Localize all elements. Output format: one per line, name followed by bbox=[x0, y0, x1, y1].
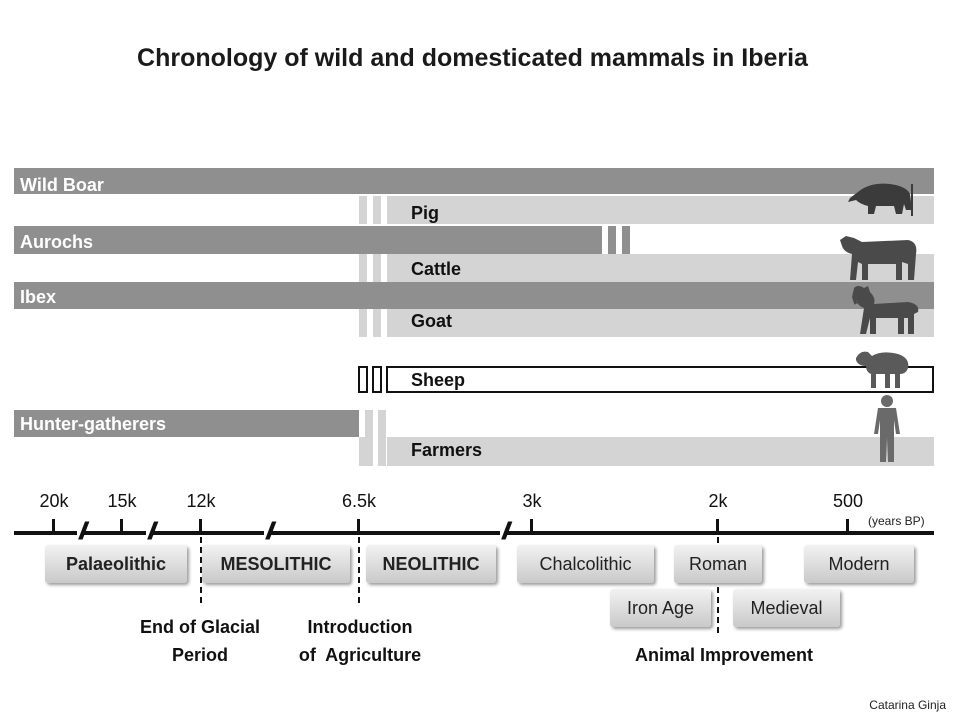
period-neolithic: NEOLITHIC bbox=[366, 545, 496, 583]
aurochs-gap-bar bbox=[622, 226, 630, 254]
cattle-band bbox=[387, 254, 934, 282]
tick-3k bbox=[530, 519, 533, 533]
aurochs-gap-bar bbox=[608, 226, 616, 254]
pig-gap-bar bbox=[359, 196, 367, 224]
tick-15k bbox=[120, 519, 123, 533]
pig-gap-bar bbox=[373, 196, 381, 224]
period-chalcolithic: Chalcolithic bbox=[517, 545, 654, 583]
end-glacial-marker bbox=[200, 537, 202, 603]
farmers-label: Farmers bbox=[411, 440, 483, 460]
tick-20k bbox=[52, 519, 55, 533]
farmers-gap-bar bbox=[365, 410, 373, 466]
farmers-band bbox=[387, 437, 934, 466]
wild-boar-label: Wild Boar bbox=[20, 175, 104, 195]
period-roman: Roman bbox=[674, 545, 762, 583]
cattle-gap-bar bbox=[359, 254, 367, 282]
ibex-band bbox=[14, 282, 934, 309]
ibex-label: Ibex bbox=[20, 287, 57, 307]
tick-label-2k: 2k bbox=[708, 491, 728, 511]
tick-label-20k: 20k bbox=[39, 491, 69, 511]
caption-agriculture: Introduction of Agriculture bbox=[298, 617, 422, 665]
sheep-label: Sheep bbox=[411, 370, 466, 390]
tick-label-12k: 12k bbox=[186, 491, 216, 511]
period-mesolithic: MESOLITHIC bbox=[202, 545, 350, 583]
axis-break-mark: // bbox=[77, 518, 88, 545]
pig-label: Pig bbox=[411, 203, 440, 223]
hunter-gatherers-label: Hunter-gatherers bbox=[20, 414, 167, 434]
tick-label-6.5k: 6.5k bbox=[341, 491, 377, 511]
tick-500 bbox=[846, 519, 849, 533]
goat-icon bbox=[852, 286, 919, 334]
axis-break-mark: // bbox=[500, 518, 511, 545]
tick-2k bbox=[716, 519, 719, 533]
credit-text: Catarina Ginja bbox=[869, 698, 946, 712]
farmers-gap-bar bbox=[359, 437, 365, 466]
wild-boar-band bbox=[14, 168, 934, 194]
farmers-gap-bar bbox=[378, 410, 386, 466]
goat-label: Goat bbox=[411, 311, 453, 331]
axis-break-mark: // bbox=[264, 518, 275, 545]
axis-unit-label: (years BP) bbox=[868, 514, 925, 528]
animal-improvement-marker bbox=[717, 537, 719, 633]
tick-label-15k: 15k bbox=[107, 491, 137, 511]
cattle-label: Cattle bbox=[411, 259, 462, 279]
period-modern: Modern bbox=[804, 545, 914, 583]
agriculture-marker bbox=[358, 537, 360, 603]
tick-label-3k: 3k bbox=[522, 491, 542, 511]
sheep-icon bbox=[856, 351, 909, 388]
cattle-gap-bar bbox=[373, 254, 381, 282]
tick-6.5k bbox=[357, 519, 360, 533]
sheep-gap-bar bbox=[358, 366, 368, 393]
aurochs-label: Aurochs bbox=[20, 232, 94, 252]
human-icon bbox=[874, 395, 900, 462]
sheep-gap-bar bbox=[372, 366, 382, 393]
aurochs-band bbox=[14, 226, 602, 254]
sheep-band bbox=[386, 366, 934, 393]
goat-band bbox=[387, 309, 934, 337]
goat-gap-bar bbox=[373, 309, 381, 337]
caption-animal-improvement: Animal Improvement bbox=[634, 645, 814, 665]
caption-end-glacial: End of Glacial Period bbox=[139, 617, 261, 665]
timeline-axis bbox=[14, 531, 934, 535]
tick-label-500: 500 bbox=[832, 491, 864, 511]
axis-break-mark: // bbox=[146, 518, 157, 545]
tick-12k bbox=[199, 519, 202, 533]
boar-icon bbox=[848, 183, 913, 216]
period-iron-age: Iron Age bbox=[610, 589, 711, 627]
goat-gap-bar bbox=[359, 309, 367, 337]
hunter-gatherers-band bbox=[14, 410, 359, 437]
period-medieval: Medieval bbox=[733, 589, 840, 627]
period-palaeolithic: Palaeolithic bbox=[45, 545, 187, 583]
pig-band bbox=[387, 196, 934, 224]
cow-icon bbox=[840, 236, 917, 280]
chart-title: Chronology of wild and domesticated mamm… bbox=[137, 44, 808, 72]
